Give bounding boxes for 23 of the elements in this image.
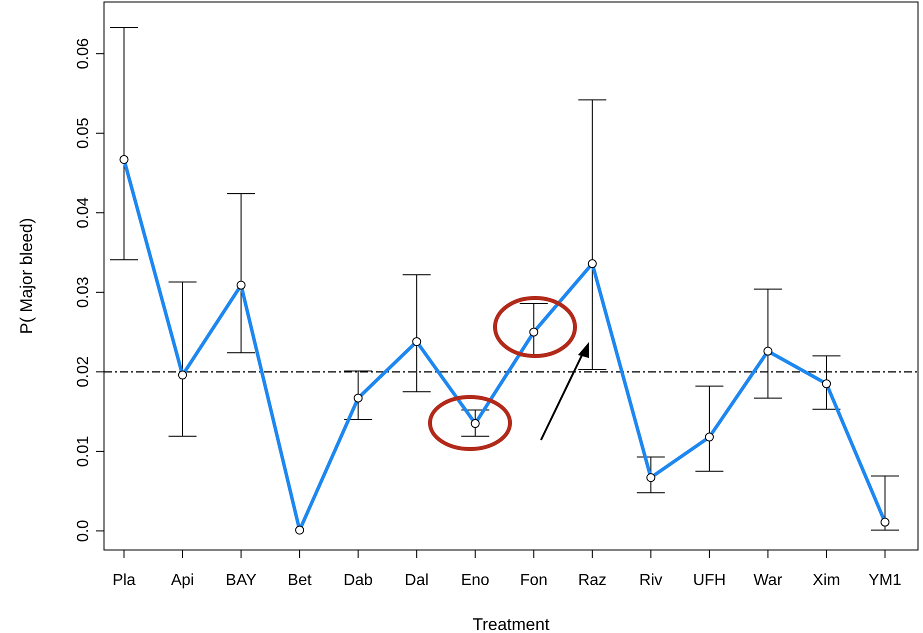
x-tick-label: War bbox=[754, 572, 783, 589]
y-tick-label: 0.04 bbox=[75, 197, 92, 228]
y-tick-label: 0.06 bbox=[75, 38, 92, 70]
y-tick-label: 0.03 bbox=[75, 276, 92, 308]
x-tick-label: BAY bbox=[226, 572, 257, 589]
y-tick-label: 0.0 bbox=[75, 520, 92, 542]
x-tick-label: Pla bbox=[112, 572, 136, 589]
y-tick-label: 0.05 bbox=[75, 118, 92, 149]
y-tick-label: 0.02 bbox=[75, 356, 92, 388]
x-axis-title: Treatment bbox=[472, 615, 550, 633]
y-axis-title: P( Major bleed) bbox=[17, 218, 36, 334]
x-tick-label: Bet bbox=[288, 572, 312, 589]
x-tick-label: UFH bbox=[692, 572, 726, 589]
y-tick-label: 0.01 bbox=[75, 436, 92, 467]
x-tick-label: Fon bbox=[520, 572, 548, 589]
x-tick-label: Riv bbox=[639, 572, 662, 589]
x-tick-label: Dab bbox=[343, 572, 373, 589]
x-tick-label: Eno bbox=[460, 572, 490, 589]
x-tick-label: YM1 bbox=[868, 572, 902, 589]
x-tick-label: Xim bbox=[812, 572, 840, 589]
x-tick-label: Raz bbox=[578, 572, 607, 589]
x-tick-label: Api bbox=[170, 572, 194, 589]
x-tick-label: Dal bbox=[404, 572, 429, 589]
